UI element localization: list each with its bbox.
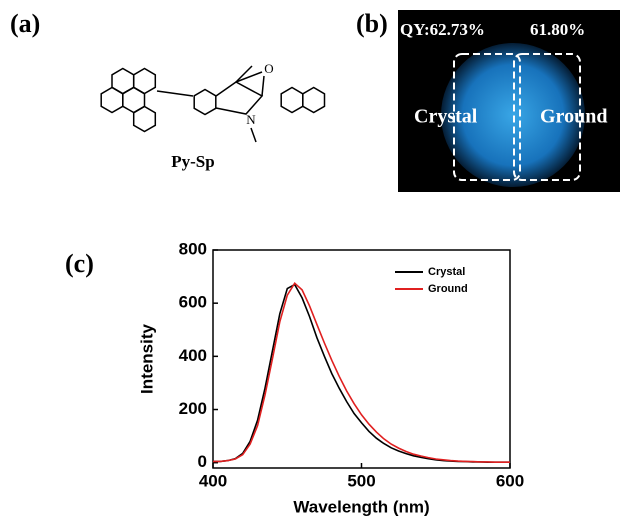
panel-label: (b)	[356, 9, 388, 38]
line-series	[213, 285, 510, 463]
atom-label: O	[264, 61, 273, 76]
ring	[194, 90, 216, 115]
ring	[134, 69, 156, 94]
ring	[134, 107, 156, 132]
bond	[251, 128, 256, 142]
x-tick-label: 600	[496, 471, 524, 490]
panel-label: (c)	[65, 249, 94, 278]
line-series	[213, 283, 510, 462]
bond	[262, 76, 264, 96]
y-tick-label: 800	[179, 239, 207, 258]
panel-label: (a)	[10, 9, 40, 38]
ring	[303, 88, 325, 113]
legend-label: Ground	[428, 283, 468, 295]
qy-label: 61.80%	[530, 20, 585, 39]
y-axis-label: Intensity	[137, 324, 156, 394]
region-label: Crystal	[414, 106, 478, 128]
molecule-structure	[101, 66, 324, 142]
y-tick-label: 0	[198, 452, 207, 471]
figure: (a) (b) (c) O N Py-Sp QY:62.73% 61.80% C…	[0, 0, 632, 523]
region-label: Ground	[540, 106, 607, 128]
y-tick-label: 600	[179, 293, 207, 312]
y-tick-label: 400	[179, 346, 207, 365]
chart: 0 200 400 600 800 400 500 600 Wavelength (nm) Int…	[137, 239, 524, 516]
legend-label: Crystal	[428, 266, 465, 278]
atom-label: N	[246, 112, 256, 127]
molecule-name: Py-Sp	[171, 152, 214, 171]
bond	[236, 72, 262, 82]
bond	[157, 91, 193, 96]
ring	[112, 69, 134, 94]
x-tick-label: 400	[199, 471, 227, 490]
x-tick-label: 500	[347, 471, 375, 490]
qy-label: QY:62.73%	[400, 20, 485, 39]
ring	[281, 88, 303, 113]
x-axis-label: Wavelength (nm)	[293, 497, 429, 516]
bond	[216, 82, 262, 114]
y-tick-label: 200	[179, 399, 207, 418]
